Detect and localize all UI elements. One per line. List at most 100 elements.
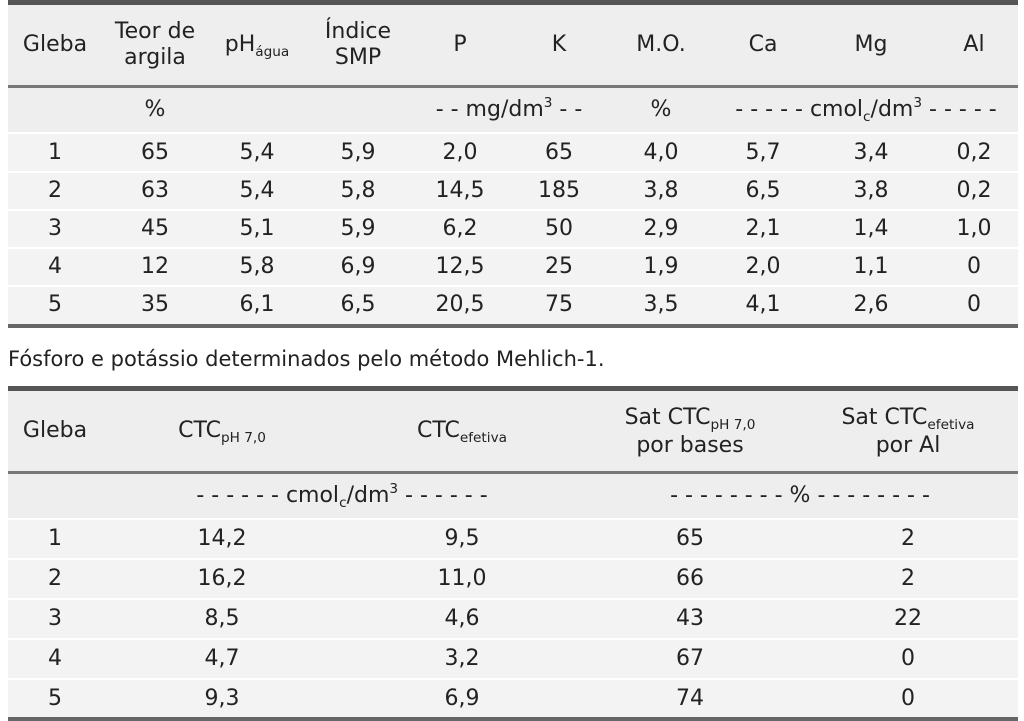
units-row: % - - mg/dm3 - - % - - - - - cmolc/dm3 -… (8, 88, 1018, 132)
unit-cmol-prefix: - - - - - cmol (735, 97, 864, 122)
header-ctc-efetiva: CTCefetiva (342, 418, 582, 446)
header-argila-line1: Teor de (114, 19, 196, 44)
cell: 3,2 (444, 646, 480, 671)
cell: 0 (901, 646, 915, 671)
cell: 3,4 (853, 140, 889, 165)
cell: 2,9 (643, 216, 679, 241)
unit-cmol-mid: /dm (870, 97, 914, 122)
cell: 2 (48, 566, 62, 591)
unit-cmol-prefix: - - - - - - cmol (196, 483, 340, 508)
header-sat-al-sub: efetiva (927, 416, 975, 433)
table-bottom-rule (8, 324, 1018, 328)
row-divider (8, 285, 1018, 287)
cell: 35 (141, 292, 169, 317)
unit-argila: % (144, 97, 166, 122)
header-mo: M.O. (636, 32, 686, 57)
header-al: Al (963, 32, 985, 57)
header-argila: Teor de argila (102, 19, 208, 71)
cell: 14,5 (435, 178, 485, 203)
header-sat-al: Sat CTCefetiva por Al (798, 405, 1018, 459)
cell: 4 (48, 254, 62, 279)
row-divider (8, 247, 1018, 249)
cell: 0 (967, 254, 981, 279)
cell: 2,6 (853, 292, 889, 317)
cell: 5,9 (340, 216, 376, 241)
cell: 74 (676, 686, 704, 711)
header-sat-al-line1: Sat CTCefetiva (798, 405, 1018, 433)
cell: 4,6 (444, 606, 480, 631)
header-ctc-ef-sub: efetiva (459, 429, 507, 446)
unit-cmol-suffix: - - - - - - (398, 483, 488, 508)
cell: 1,1 (853, 254, 889, 279)
row-divider (8, 598, 1018, 600)
cell: 63 (141, 178, 169, 203)
cell: 6,5 (745, 178, 781, 203)
cell: 43 (676, 606, 704, 631)
unit-cmol-dm3: - - - - - - cmolc/dm3 - - - - - - (102, 481, 582, 512)
cell: 1,9 (643, 254, 679, 279)
table-bottom-rule (8, 717, 1018, 721)
cell: 65 (676, 526, 704, 551)
cell: 9,3 (204, 686, 240, 711)
unit-cmol-sup: 3 (389, 481, 399, 498)
cell: 3 (48, 606, 62, 631)
header-smp: Índice SMP (306, 19, 410, 71)
unit-cmol-sub: c (863, 108, 871, 125)
cell: 2 (901, 566, 915, 591)
header-ctc-ef-main: CTC (417, 418, 460, 443)
header-sat-bases: Sat CTCpH 7,0 por bases (582, 405, 798, 459)
header-ctc-ph-main: CTC (178, 418, 221, 443)
cell: 4,7 (204, 646, 240, 671)
unit-cmol-sup: 3 (913, 95, 923, 112)
table-row: 1 14,2 9,5 65 2 (8, 520, 1018, 558)
unit-mo: % (650, 97, 672, 122)
cell: 20,5 (435, 292, 485, 317)
cell: 2 (48, 178, 62, 203)
row-divider (8, 558, 1018, 560)
cell: 2,1 (745, 216, 781, 241)
cell: 65 (141, 140, 169, 165)
cell: 6,1 (239, 292, 275, 317)
table-body: 1 14,2 9,5 65 2 2 16,2 11,0 66 2 3 8,5 4… (8, 520, 1018, 717)
units-rule (8, 132, 1018, 134)
header-sat-bases-main: Sat CTC (624, 405, 711, 430)
unit-mg-suffix: - - (552, 97, 583, 122)
cell: 5,4 (239, 178, 275, 203)
cell: 22 (894, 606, 922, 631)
cell: 8,5 (204, 606, 240, 631)
units-rule (8, 518, 1018, 520)
table-row: 4 12 5,8 6,9 12,5 25 1,9 2,0 1,1 0 (8, 248, 1018, 286)
cell: 1 (48, 526, 62, 551)
cell: 67 (676, 646, 704, 671)
cell: 1 (48, 140, 62, 165)
table-row: 1 65 5,4 5,9 2,0 65 4,0 5,7 3,4 0,2 (8, 134, 1018, 172)
cell: 0,2 (956, 140, 992, 165)
row-divider (8, 678, 1018, 680)
cell: 2,0 (442, 140, 478, 165)
cell: 12 (141, 254, 169, 279)
cell: 25 (545, 254, 573, 279)
units-row: - - - - - - cmolc/dm3 - - - - - - - - - … (8, 474, 1018, 518)
unit-cmol-sub: c (339, 494, 347, 511)
cell: 3,8 (853, 178, 889, 203)
header-smp-line1: Índice (324, 19, 392, 44)
unit-cmol-dm3: - - - - - cmolc/dm3 - - - - - (714, 95, 1018, 126)
cell: 5,4 (239, 140, 275, 165)
table-row: 2 16,2 11,0 66 2 (8, 560, 1018, 598)
table-row: 5 9,3 6,9 74 0 (8, 680, 1018, 718)
cell: 11,0 (437, 566, 487, 591)
cell: 4,0 (643, 140, 679, 165)
header-gleba: Gleba (22, 418, 88, 443)
cell: 5,9 (340, 140, 376, 165)
table-top-rule (8, 0, 1018, 5)
table-row: 2 63 5,4 5,8 14,5 185 3,8 6,5 3,8 0,2 (8, 172, 1018, 210)
cell: 75 (545, 292, 573, 317)
cell: 0,2 (956, 178, 992, 203)
cell: 5,8 (340, 178, 376, 203)
cell: 12,5 (435, 254, 485, 279)
cell: 16,2 (197, 566, 247, 591)
header-smp-line2: SMP (334, 45, 382, 70)
header-sat-bases-sub: pH 7,0 (710, 416, 756, 433)
table-header-row: Gleba CTCpH 7,0 CTCefetiva Sat CTCpH 7,0… (8, 391, 1018, 471)
cell: 3 (48, 216, 62, 241)
